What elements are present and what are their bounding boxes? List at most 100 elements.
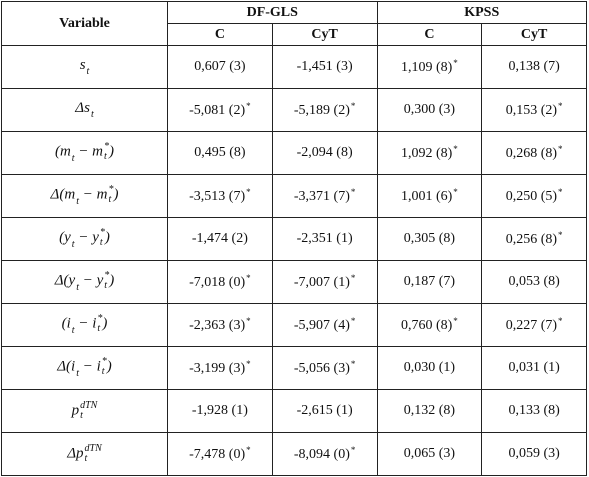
table-row: (mt − m * t) 0,495 (8) -2,094 (8) 1,092 (8)* 0… [1, 131, 587, 175]
table-row: Δ(mt − m * t) -3,513 (7)* -3,371 (7)* 1,001 (… [1, 174, 587, 218]
significance-mark: * [350, 187, 356, 197]
value-text: 0,132 (8) [403, 403, 456, 418]
variable-text: ) [113, 186, 119, 203]
value-cell: -1,474 (2) [167, 217, 273, 261]
value-cell: 0,065 (3) [376, 432, 483, 476]
sub-sup: * t [100, 228, 105, 248]
table-row: (yt − y * t) -1,474 (2) -2,351 (1) 0,305 (8) 0… [1, 217, 587, 261]
superscript: * [108, 184, 114, 196]
significance-mark: * [246, 316, 251, 326]
value-text: 0,187 (7) [403, 274, 456, 289]
value-cell: 0,227 (7)* [481, 303, 587, 347]
significance-mark: * [350, 101, 356, 111]
subscript: t [104, 280, 108, 292]
variable-text: − m [78, 186, 108, 203]
variable-cell: (it − i * t) [1, 303, 168, 347]
variable-text: Δ(m [50, 186, 76, 203]
table-row: Δp dTN t -7,478 (0)* -8,094 (0)* 0,065 (3) 0,0… [1, 432, 587, 476]
variable-text: s [79, 57, 86, 73]
subscript: t [99, 237, 103, 249]
significance-mark: * [453, 144, 458, 154]
subscript: t [71, 238, 75, 250]
variable-text: (i [61, 315, 71, 332]
value-cell: 0,256 (8)* [481, 217, 587, 261]
variable-text: ) [109, 272, 115, 289]
variable-text: − m [74, 143, 104, 160]
variable-text: (y [59, 229, 71, 246]
value-cell: 0,607 (3) [167, 45, 273, 89]
significance-mark: * [558, 316, 563, 326]
value-text: 1,109 (8) [400, 60, 453, 75]
table-row: (it − i * t) -2,363 (3)* -5,907 (4)* 0,760 (8… [1, 303, 587, 347]
variable-text: Δ(i [57, 358, 76, 375]
subscript: t [90, 109, 94, 120]
subscript: t [76, 367, 79, 379]
value-text: -7,478 (0) [189, 447, 246, 462]
variable-text: − y [74, 229, 99, 246]
group-header: DF-GLS [167, 1, 378, 24]
value-text: -2,351 (1) [296, 231, 353, 246]
superscript: * [104, 270, 110, 282]
value-text: -7,007 (1) [293, 275, 350, 290]
value-cell: 0,300 (3) [376, 88, 483, 132]
variable-cell: Δ(it − i * t) [1, 346, 168, 390]
value-cell: -5,081 (2)* [167, 88, 273, 132]
value-cell: 0,187 (7) [376, 260, 483, 304]
table-row: st 0,607 (3) -1,451 (3) 1,109 (8)* 0,138 (7) [1, 45, 587, 89]
subscript: t [76, 281, 79, 293]
significance-mark: * [246, 445, 251, 455]
significance-mark: * [558, 230, 563, 240]
value-cell: 0,268 (8)* [481, 131, 587, 175]
value-cell: -5,907 (4)* [271, 303, 378, 347]
superscript: dTN [84, 443, 102, 454]
variable-cell: Δp dTN t [1, 432, 168, 476]
significance-mark: * [558, 144, 563, 154]
value-cell: -2,094 (8) [271, 131, 378, 175]
subscript: t [71, 152, 75, 164]
table-body: st 0,607 (3) -1,451 (3) 1,109 (8)* 0,138 (7)… [1, 45, 587, 476]
table-row: p dTN t -1,928 (1) -2,615 (1) 0,132 (8) 0,133 … [1, 389, 587, 433]
value-cell: -7,007 (1)* [271, 260, 378, 304]
variable-text: p [71, 402, 80, 419]
variable-text: − i [74, 315, 97, 332]
sub-sup: dTN t [85, 444, 102, 464]
value-cell: 0,030 (1) [376, 346, 483, 390]
value-cell: 0,053 (8) [481, 260, 587, 304]
column-header: CyT [271, 23, 378, 46]
table-row: Δst -5,081 (2)* -5,189 (2)* 0,300 (3) 0,153 … [1, 88, 587, 132]
sub-sup: * t [104, 142, 109, 162]
value-text: 0,030 (1) [403, 360, 456, 375]
sub-sup: * t [97, 314, 102, 334]
superscript: * [99, 227, 105, 239]
superscript: * [97, 313, 103, 325]
significance-mark: * [558, 187, 563, 197]
value-text: 0,153 (2) [505, 103, 558, 118]
value-cell: 1,092 (8)* [376, 131, 483, 175]
value-text: -7,018 (0) [189, 275, 246, 290]
value-text: -1,928 (1) [191, 403, 248, 418]
table-row: Δ(yt − y * t) -7,018 (0)* -7,007 (1)* 0,187 (… [1, 260, 587, 304]
value-cell: 0,031 (1) [481, 346, 587, 390]
superscript: dTN [80, 400, 98, 411]
subscript: t [97, 323, 101, 335]
significance-mark: * [246, 101, 251, 111]
value-cell: -2,363 (3)* [167, 303, 273, 347]
variable-cell: Δ(mt − m * t) [1, 174, 168, 218]
value-text: 1,092 (8) [400, 146, 453, 161]
value-text: -2,615 (1) [296, 403, 353, 418]
significance-mark: * [350, 359, 356, 369]
group-header: KPSS [376, 1, 587, 24]
value-text: -8,094 (0) [293, 447, 350, 462]
value-text: -5,056 (3) [293, 361, 350, 376]
value-text: -1,451 (3) [296, 59, 353, 74]
value-cell: -3,513 (7)* [167, 174, 273, 218]
superscript: * [101, 356, 107, 368]
value-cell: 0,305 (8) [376, 217, 483, 261]
variable-text: Δs [75, 100, 90, 116]
value-text: -5,907 (4) [293, 318, 350, 333]
sub-sup: * t [104, 271, 109, 291]
superscript: * [104, 141, 110, 153]
value-text: 0,031 (1) [508, 360, 560, 375]
subscript: t [80, 410, 83, 421]
